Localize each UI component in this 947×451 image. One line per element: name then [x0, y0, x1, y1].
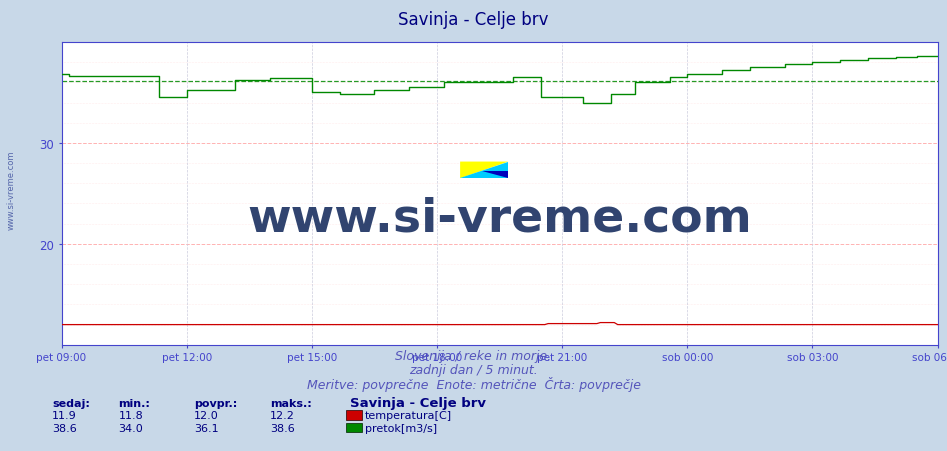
Text: temperatura[C]: temperatura[C]	[365, 410, 452, 420]
Text: povpr.:: povpr.:	[194, 398, 238, 408]
Text: Meritve: povprečne  Enote: metrične  Črta: povprečje: Meritve: povprečne Enote: metrične Črta:…	[307, 377, 640, 391]
Text: www.si-vreme.com: www.si-vreme.com	[7, 150, 16, 229]
Text: zadnji dan / 5 minut.: zadnji dan / 5 minut.	[409, 363, 538, 376]
Polygon shape	[482, 171, 509, 179]
Text: Slovenija / reke in morje.: Slovenija / reke in morje.	[396, 350, 551, 363]
Text: 36.1: 36.1	[194, 423, 219, 433]
Text: sedaj:: sedaj:	[52, 398, 90, 408]
Polygon shape	[460, 162, 509, 179]
Text: 11.9: 11.9	[52, 410, 77, 420]
Text: www.si-vreme.com: www.si-vreme.com	[247, 196, 752, 240]
Text: 38.6: 38.6	[270, 423, 295, 433]
Polygon shape	[460, 162, 509, 179]
Text: 11.8: 11.8	[118, 410, 143, 420]
Text: pretok[m3/s]: pretok[m3/s]	[365, 423, 437, 433]
Text: Savinja - Celje brv: Savinja - Celje brv	[350, 396, 487, 409]
Text: 34.0: 34.0	[118, 423, 143, 433]
Text: 12.2: 12.2	[270, 410, 295, 420]
Text: 38.6: 38.6	[52, 423, 77, 433]
Text: Savinja - Celje brv: Savinja - Celje brv	[399, 11, 548, 29]
Text: min.:: min.:	[118, 398, 151, 408]
Text: 12.0: 12.0	[194, 410, 219, 420]
Text: maks.:: maks.:	[270, 398, 312, 408]
